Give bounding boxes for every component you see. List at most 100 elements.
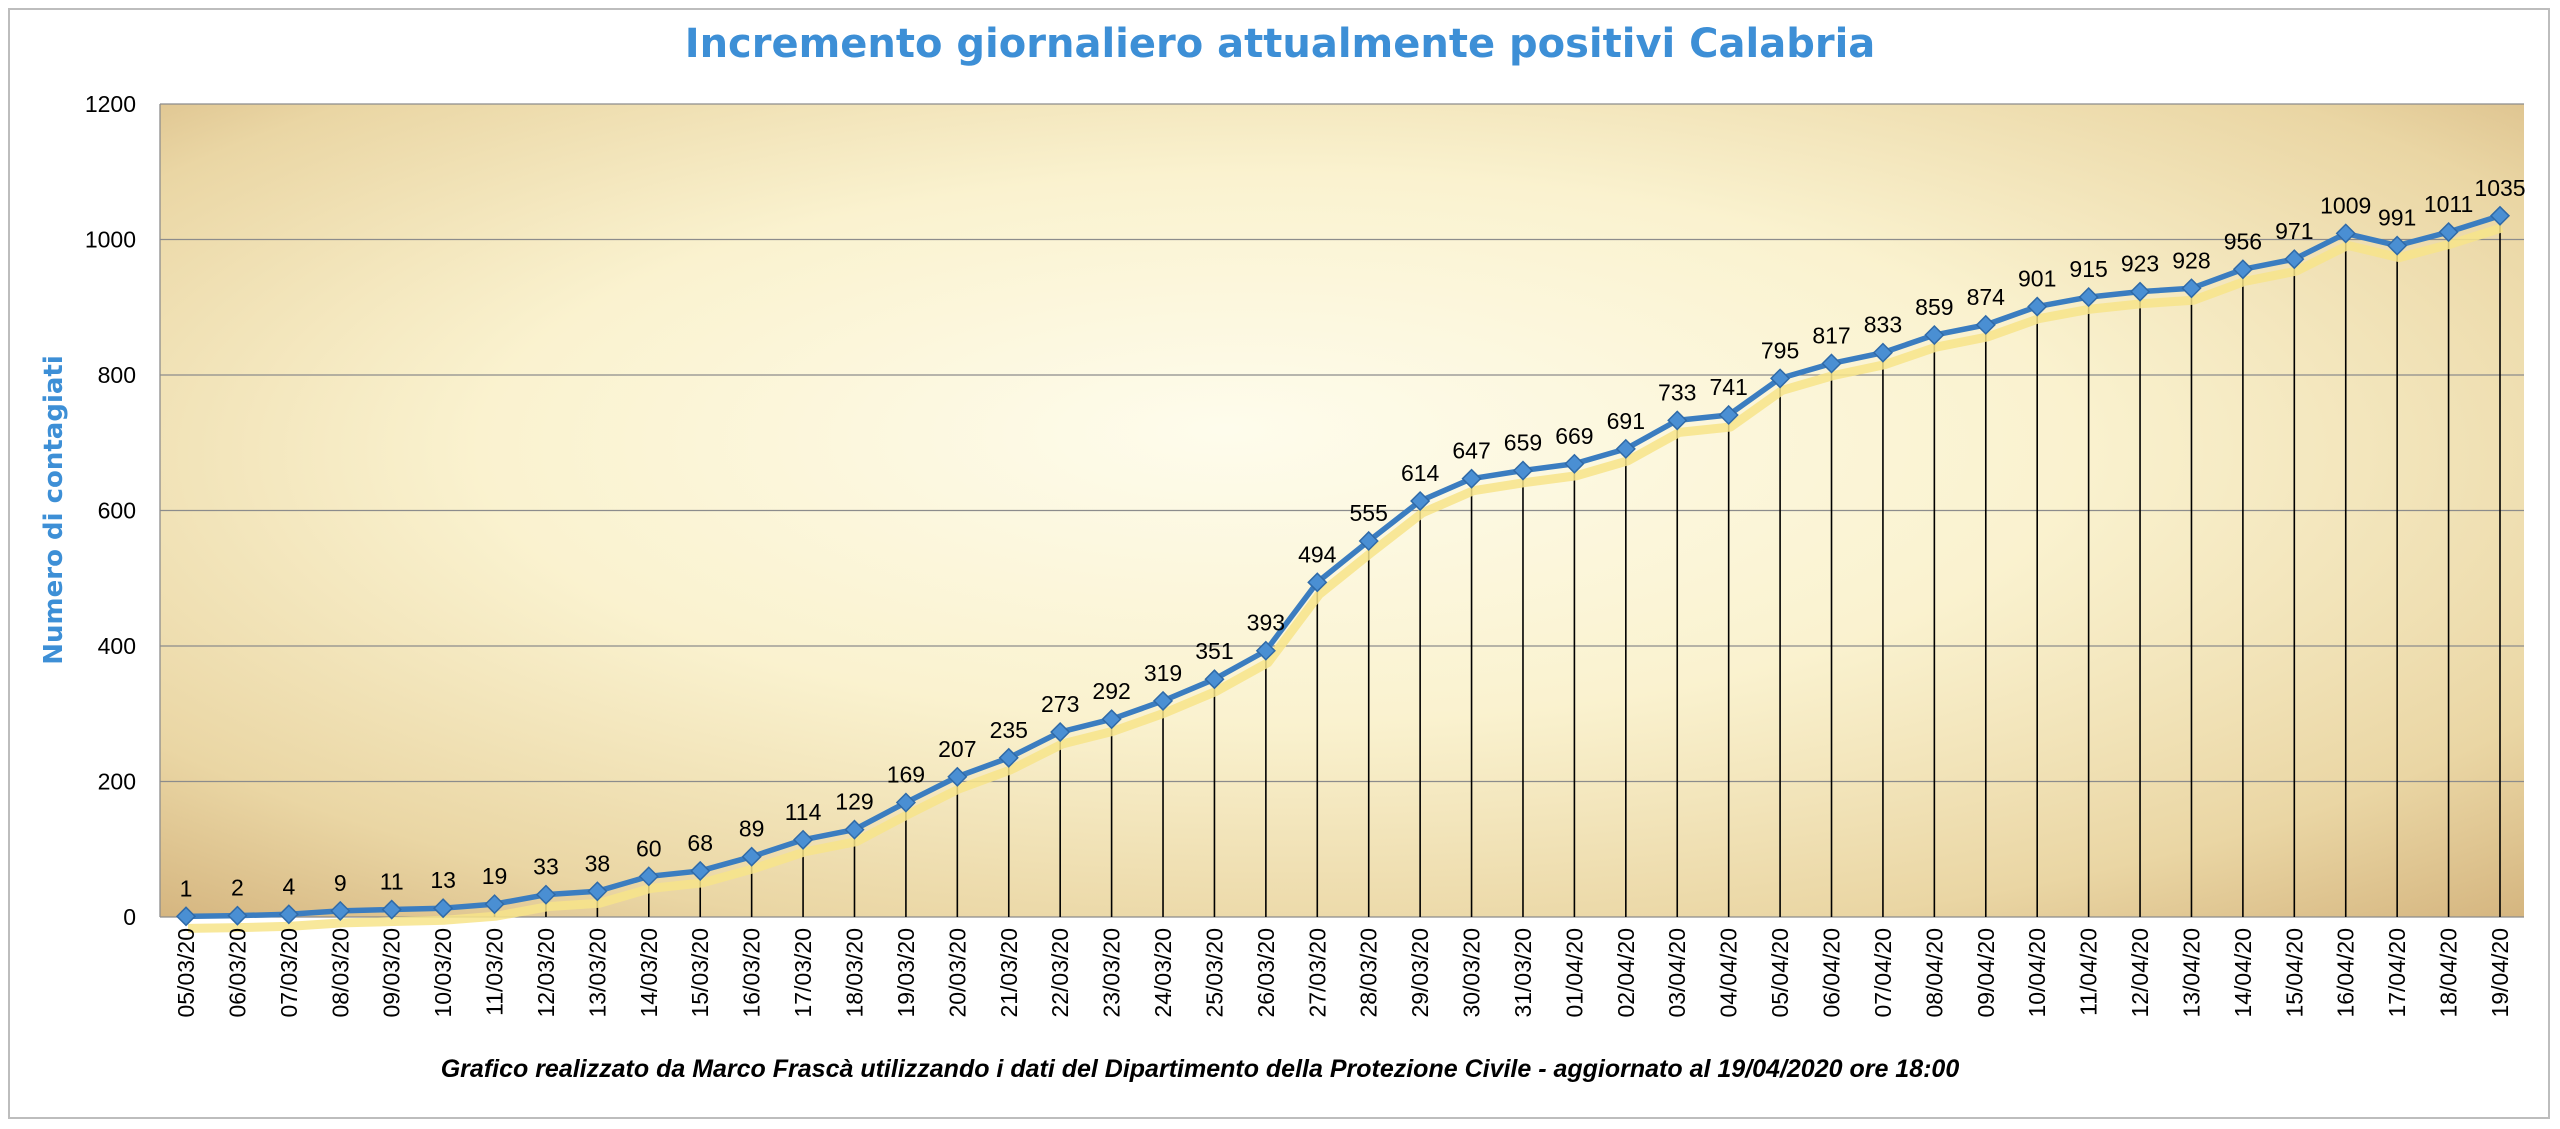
x-tick-label: 19/04/20 <box>2487 928 2513 1018</box>
y-tick-label: 400 <box>98 633 136 659</box>
x-tick-label: 11/04/20 <box>2076 928 2102 1016</box>
x-tick-label: 12/03/20 <box>533 928 559 1018</box>
data-label: 928 <box>2172 247 2210 273</box>
data-label: 393 <box>1247 610 1285 636</box>
data-label: 555 <box>1350 500 1388 526</box>
x-tick-label: 08/04/20 <box>1921 928 1947 1018</box>
data-point-marker <box>2335 223 2356 244</box>
data-label: 795 <box>1761 337 1799 363</box>
data-point-marker <box>278 904 299 925</box>
data-label: 733 <box>1658 379 1696 405</box>
data-point-marker <box>2438 221 2459 243</box>
x-tick-label: 15/03/20 <box>687 928 713 1018</box>
series-line <box>185 213 2501 920</box>
data-label: 817 <box>1812 322 1850 348</box>
x-tick-label: 31/03/20 <box>1510 928 1536 1018</box>
x-tick-label: 10/03/20 <box>430 928 456 1018</box>
data-point-marker <box>1615 438 1636 459</box>
x-tick-label: 07/04/20 <box>1870 928 1896 1018</box>
data-point-marker <box>1718 404 1739 426</box>
x-tick-label: 28/03/20 <box>1356 928 1382 1018</box>
data-label: 647 <box>1452 438 1490 464</box>
x-tick-label: 14/03/20 <box>636 928 662 1018</box>
markers-layer <box>175 205 2511 927</box>
x-tick-label: 07/03/20 <box>276 928 302 1018</box>
data-label: 273 <box>1041 691 1079 717</box>
data-point-marker <box>2387 235 2408 256</box>
data-point-marker <box>381 899 402 920</box>
data-label: 833 <box>1864 312 1902 338</box>
data-point-marker <box>2489 205 2511 226</box>
data-label: 494 <box>1298 541 1337 567</box>
data-label: 235 <box>990 717 1028 743</box>
data-point-marker <box>690 860 711 881</box>
x-tick-label: 20/03/20 <box>944 928 970 1018</box>
series-shadow-line <box>187 223 2504 933</box>
data-point-marker <box>1461 468 1482 489</box>
data-label: 991 <box>2378 205 2416 231</box>
data-point-marker <box>433 898 454 919</box>
series-layer <box>185 213 2504 933</box>
data-label: 669 <box>1555 423 1593 449</box>
data-point-marker <box>1667 410 1688 431</box>
x-tick-label: 18/04/20 <box>2436 928 2462 1018</box>
x-tick-label: 09/04/20 <box>1973 928 1999 1018</box>
data-point-marker <box>1821 353 1842 374</box>
data-label: 915 <box>2069 256 2107 282</box>
data-point-marker <box>1564 453 1585 474</box>
data-point-marker <box>2232 259 2253 280</box>
data-label: 292 <box>1092 678 1130 704</box>
x-tick-label: 11/03/20 <box>482 928 508 1016</box>
y-axis-label: Numero di contagiati <box>39 355 69 664</box>
data-label: 4 <box>282 873 295 899</box>
data-point-marker <box>587 881 608 902</box>
x-tick-label: 04/04/20 <box>1716 928 1742 1018</box>
data-label: 691 <box>1607 408 1645 434</box>
x-tick-label: 23/03/20 <box>1099 928 1125 1018</box>
data-point-marker <box>1872 342 1893 363</box>
data-label: 9 <box>334 870 347 896</box>
data-point-marker <box>1152 690 1174 711</box>
x-tick-label: 13/04/20 <box>2178 928 2204 1018</box>
data-label: 956 <box>2224 228 2262 254</box>
x-tick-label: 19/03/20 <box>893 928 919 1018</box>
data-point-marker <box>998 747 1019 768</box>
x-tick-label: 13/03/20 <box>584 928 610 1018</box>
data-label: 659 <box>1504 430 1542 456</box>
data-label: 33 <box>533 854 559 880</box>
data-label: 971 <box>2275 218 2313 244</box>
x-tick-label: 03/04/20 <box>1664 928 1690 1018</box>
data-point-marker <box>638 866 659 887</box>
data-label: 60 <box>636 835 662 861</box>
data-point-marker <box>741 846 762 867</box>
data-point-marker <box>947 766 968 787</box>
data-label: 1009 <box>2320 192 2371 218</box>
data-label: 859 <box>1915 294 1953 320</box>
x-tick-label: 08/03/20 <box>327 928 353 1018</box>
x-tick-label: 26/03/20 <box>1253 928 1279 1018</box>
x-tick-label: 21/03/20 <box>996 928 1022 1018</box>
x-tick-label: 06/03/20 <box>224 928 250 1018</box>
x-tick-label: 05/04/20 <box>1767 928 1793 1018</box>
footer-note: Grafico realizzato da Marco Frascà utili… <box>441 1055 1960 1083</box>
y-tick-label: 800 <box>98 362 136 388</box>
data-point-marker <box>1307 572 1328 593</box>
data-label: 1 <box>180 875 193 901</box>
x-tick-label: 16/03/20 <box>739 928 765 1018</box>
y-tick-label: 0 <box>123 904 136 930</box>
y-tick-label: 1200 <box>85 91 136 117</box>
x-tick-label: 30/03/20 <box>1459 928 1485 1018</box>
y-tick-label: 200 <box>98 769 136 795</box>
data-point-marker <box>1512 460 1534 481</box>
plot-area: 1 2 4 9 11 13 19 33 38 60 68 89 114 129 169 207 235 273 29… <box>159 103 2526 933</box>
x-tick-label: 09/03/20 <box>379 928 405 1018</box>
data-point-marker <box>175 906 197 927</box>
data-label: 13 <box>430 867 456 893</box>
data-label: 2 <box>231 875 244 901</box>
x-tick-label: 24/03/20 <box>1150 928 1176 1018</box>
data-point-marker <box>1050 721 1071 743</box>
data-label: 114 <box>785 799 822 825</box>
data-point-marker <box>330 900 351 921</box>
data-point-marker <box>227 905 248 926</box>
